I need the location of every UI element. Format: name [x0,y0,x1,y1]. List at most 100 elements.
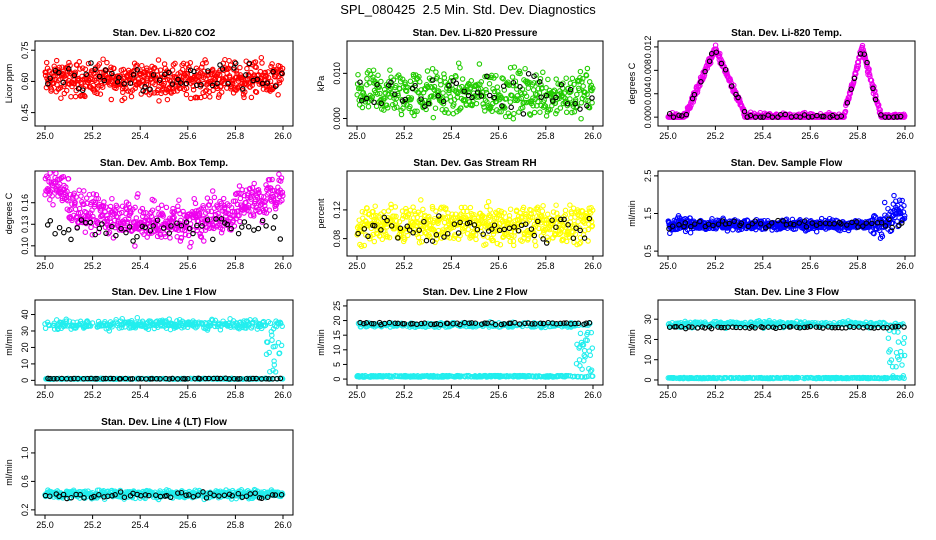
hourly-point [691,91,698,98]
hourly-point [441,234,447,240]
plot-frame [34,40,294,127]
plot-title: Stan. Dev. Line 1 Flow [112,287,217,298]
data-point [701,72,708,78]
hourly-point [745,223,752,230]
hourly-point [702,68,708,75]
data-point [871,212,878,219]
hourly-point [666,110,673,117]
data-point [167,235,173,241]
data-point [510,82,516,89]
data-point [508,232,515,239]
plot-frame [34,170,294,257]
hourly-point [74,225,80,231]
data-point [361,242,368,249]
data-point [568,215,574,221]
hourly-point [51,375,57,382]
data-point [491,88,498,95]
hourly-point [113,232,119,239]
data-point [92,199,98,206]
data-point [146,230,152,237]
plot-frame [346,299,604,386]
data-point [258,193,265,200]
hourly-point [101,77,107,84]
data-point [585,226,592,233]
data-point [219,226,226,233]
hourly-point [103,230,109,237]
data-point [104,212,110,218]
data-point [207,94,213,100]
data-point [105,230,112,237]
data-point [208,208,215,215]
x-tick-label: 26.0 [274,390,292,400]
hourly-point [577,106,583,112]
data-point [278,175,285,181]
data-point [187,244,193,250]
data-point [505,233,512,240]
data-point [497,241,504,248]
hourly-point [549,98,556,104]
data-point [412,108,418,115]
data-point [392,204,399,210]
data-points [354,60,596,122]
data-point [106,70,113,76]
data-point [528,207,534,213]
data-point [278,76,284,83]
x-tick-label: 25.8 [849,131,867,141]
hourly-point [194,222,200,229]
hourly-point [359,97,365,104]
data-point [89,76,96,83]
data-point [490,231,497,237]
hourly-point [731,218,737,225]
data-point [121,219,127,226]
hourly-point [869,220,875,227]
hourly-point [209,82,216,89]
data-point [161,80,167,87]
data-point [262,322,269,328]
hourly-point [766,223,772,229]
hourly-point [769,114,776,120]
data-point [868,77,875,84]
hourly-point [52,230,58,237]
hourly-point [264,80,271,86]
hourly-point [210,236,216,243]
x-tick-label: 25.2 [84,131,102,141]
data-point [706,61,713,67]
data-point [383,221,390,227]
data-points [665,42,908,120]
hourly-point [204,217,211,223]
data-point [578,115,584,122]
hourly-point [168,223,174,229]
data-point [511,64,518,70]
y-tick-label: 0.16 [20,194,30,212]
data-point [733,89,739,96]
hourly-point [56,69,62,76]
hourly-point [241,219,248,225]
hourly-point [897,113,904,120]
hourly-point [722,66,729,73]
data-point [428,83,434,90]
hourly-point [838,221,844,227]
x-tick-label: 25.0 [36,131,54,141]
y-tick-label: 0.000 [643,106,653,129]
hourly-point [270,69,276,75]
data-point [716,53,723,59]
hourly-point [718,60,725,67]
x-tick-label: 25.2 [395,261,413,271]
data-point [470,232,476,239]
data-point [143,65,150,71]
hourly-point [92,231,98,238]
hourly-point [118,225,124,232]
hourly-point [263,223,269,229]
hourly-point [589,95,595,101]
data-point [90,191,97,197]
data-point [507,206,514,212]
data-point [523,93,530,100]
data-point [589,223,596,229]
y-tick-label: 0.012 [643,36,653,59]
hourly-point [787,221,794,227]
data-point [49,193,55,199]
data-point [53,57,60,64]
data-point [180,208,186,215]
hourly-point [543,240,550,246]
data-point [443,205,449,211]
